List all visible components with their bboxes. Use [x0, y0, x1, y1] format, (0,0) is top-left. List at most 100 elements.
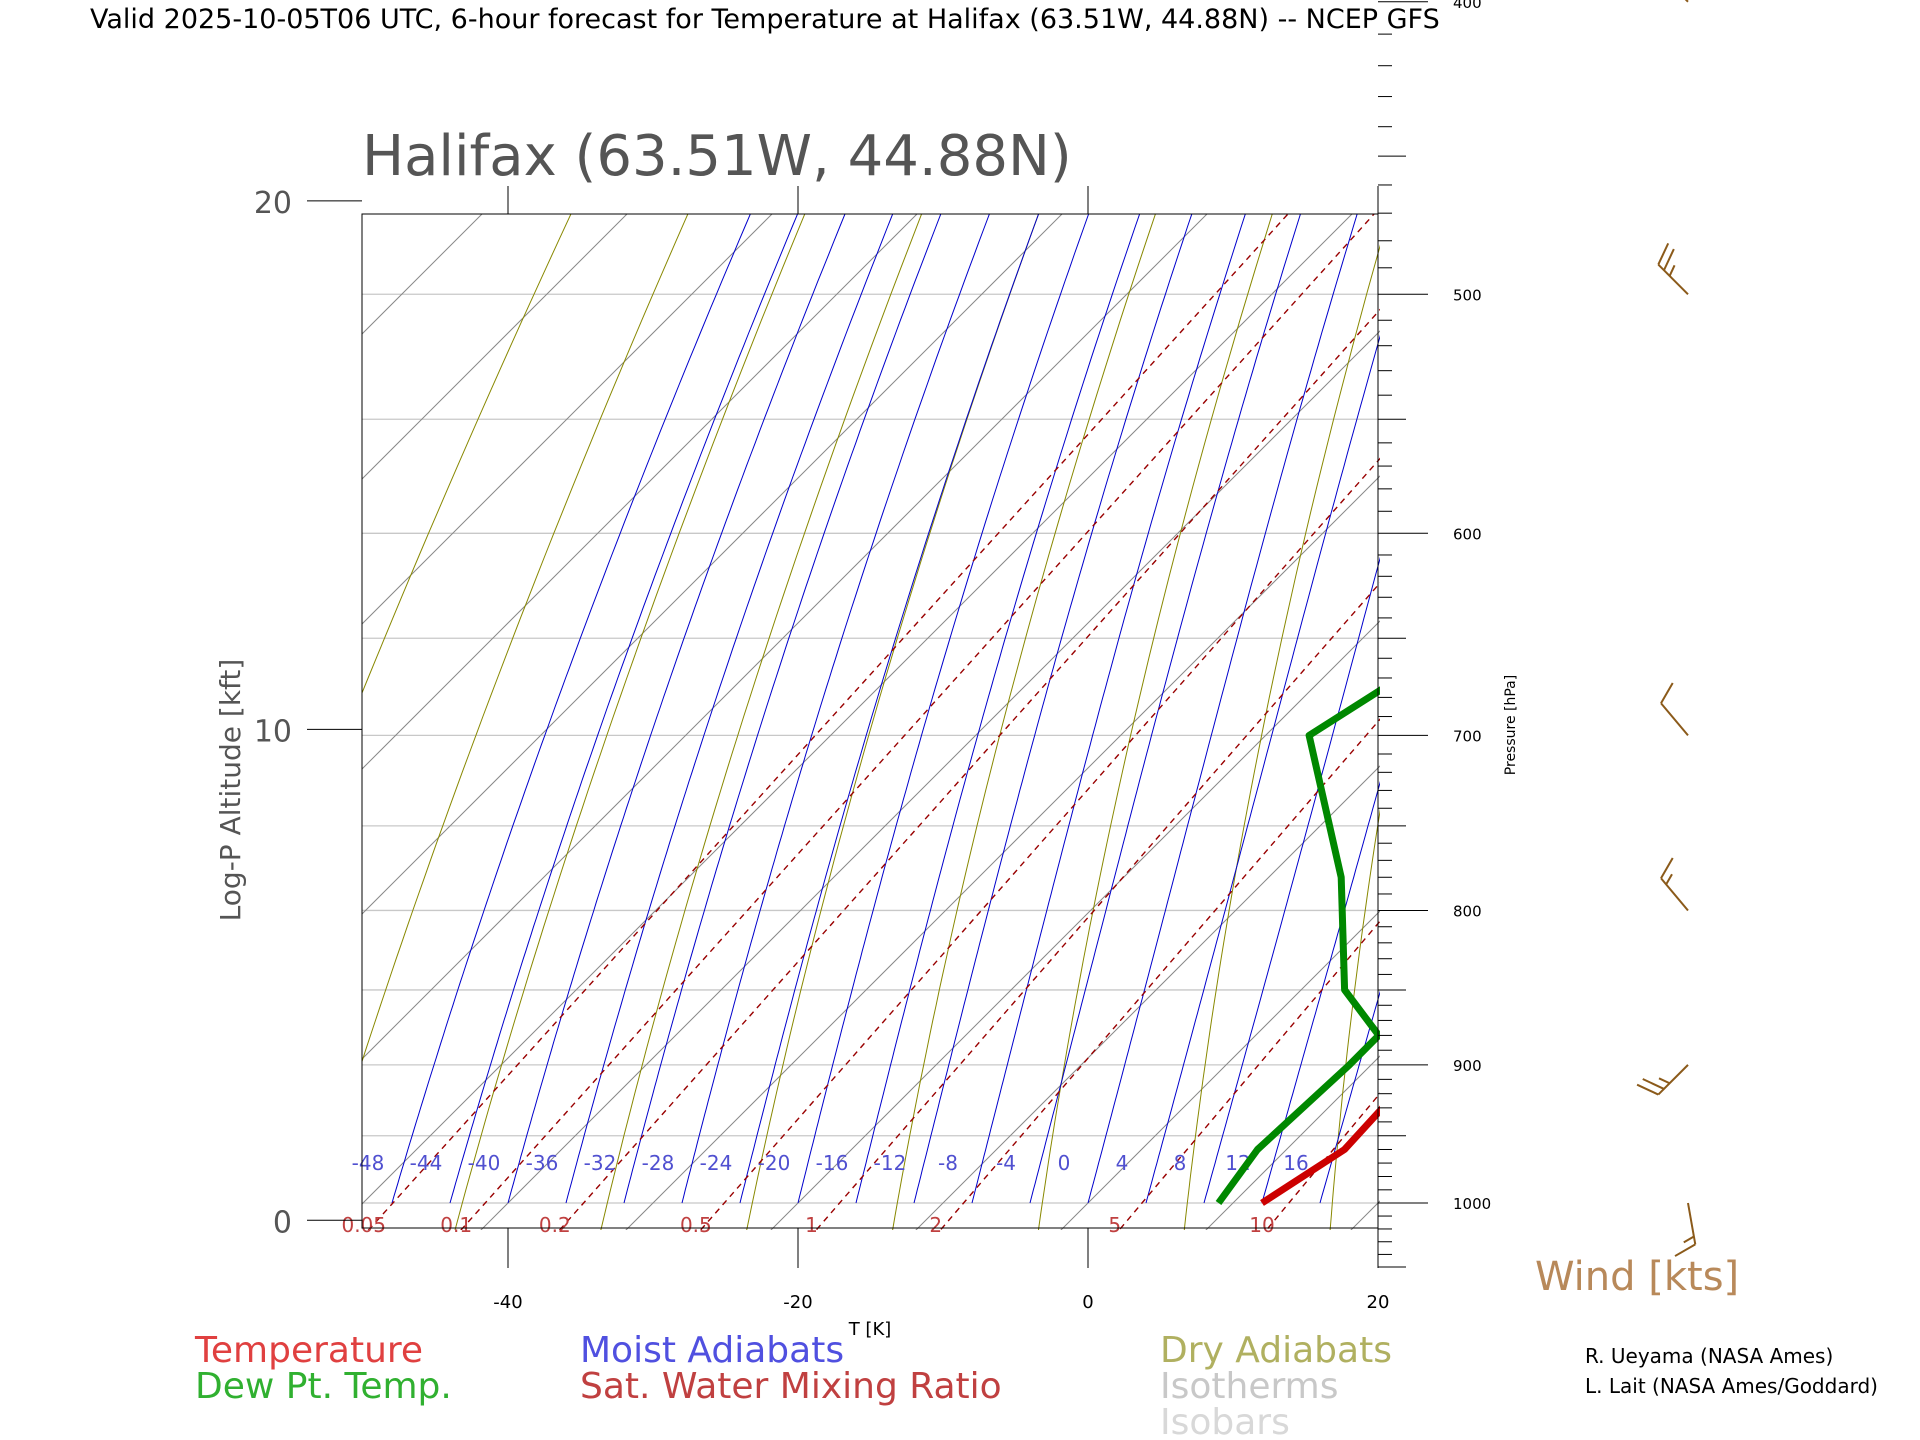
moist-adiabat [449, 214, 799, 1204]
moist-adiabat-label: -20 [758, 1151, 791, 1175]
credit-line-2: L. Lait (NASA Ames/Goddard) [1585, 1374, 1878, 1398]
alt-tick-label: 20 [254, 186, 292, 221]
moist-adiabat [507, 214, 846, 1204]
wind-barb [1636, 1064, 1689, 1096]
barb-full [1660, 682, 1674, 704]
axes: -40-200200102030401000900800700600500400… [254, 0, 1491, 1313]
x-tick-label: 0 [1082, 1292, 1093, 1313]
station-title: Halifax (63.51W, 44.88N) [362, 124, 1072, 189]
dry-adiabat [1908, 0, 1920, 1279]
barb-half [1665, 873, 1673, 885]
mixing-ratio-line [815, 581, 1380, 1230]
wind-barbs [1636, 0, 1697, 1257]
mixing-ratio-label: 0.2 [539, 1213, 571, 1237]
dry-adiabat [1329, 808, 1380, 1230]
pressure-tick-label: 900 [1453, 1057, 1482, 1075]
isotherm-line [362, 214, 1208, 1060]
legend-dry-adiabats: Dry Adiabats [1160, 1330, 1392, 1371]
moist-adiabat [1087, 214, 1358, 1204]
dry-adiabat [454, 214, 806, 1230]
barb-full [1663, 248, 1675, 271]
moist-adiabat-label: 8 [1174, 1151, 1187, 1175]
moist-adiabat-label: -32 [584, 1151, 617, 1175]
barb-full [1657, 242, 1670, 266]
sounding-profiles [1215, 686, 1380, 1206]
moist-adiabat-label: 16 [1283, 1151, 1308, 1175]
moist-adiabat-label: -44 [410, 1151, 443, 1175]
moist-adiabat [971, 214, 1246, 1204]
barb-half [1683, 1235, 1695, 1244]
legend-isobars: Isobars [1160, 1402, 1290, 1440]
mixing-ratio-line [939, 718, 1380, 1230]
wind-barb [1674, 1202, 1697, 1257]
x-tick-label: -40 [493, 1292, 522, 1313]
dry-adiabat [1183, 244, 1380, 1230]
moist-adiabat [1319, 990, 1380, 1204]
mixing-ratio-line [460, 214, 1376, 1230]
moist-adiabat [1145, 334, 1380, 1204]
background-lines [362, 0, 1920, 1279]
moist-adiabat [1203, 556, 1380, 1204]
mixing-ratio-label: 0.1 [440, 1213, 472, 1237]
pressure-axis-label: Pressure [hPa] [1503, 675, 1519, 775]
y-axis-label: Log-P Altitude [kft] [214, 659, 247, 922]
mixing-ratio-line [699, 457, 1380, 1230]
isotherm-line [625, 475, 1380, 1230]
dry-adiabat [362, 214, 572, 695]
mixing-ratio-label: 1 [805, 1213, 818, 1237]
alt-tick-label: 0 [273, 1205, 292, 1240]
moist-adiabat [681, 214, 990, 1204]
moist-adiabat-label: -8 [938, 1151, 958, 1175]
barb-shaft [1660, 877, 1689, 912]
moist-adiabat-label: 0 [1058, 1151, 1071, 1175]
credit-line-1: R. Ueyama (NASA Ames) [1585, 1344, 1833, 1368]
legend-isotherms: Isotherms [1160, 1366, 1338, 1407]
pressure-tick-label: 700 [1453, 727, 1482, 745]
dry-adiabat [1474, 0, 1920, 1279]
mixing-ratio-label: 5 [1108, 1213, 1121, 1237]
moist-adiabat-label: -36 [526, 1151, 559, 1175]
moist-adiabat [797, 214, 1090, 1204]
pressure-tick-label: 800 [1453, 902, 1482, 920]
isotherm-line [770, 620, 1380, 1230]
moist-adiabat [739, 214, 1040, 1204]
moist-adiabat-label: -24 [700, 1151, 733, 1175]
barb-shaft [1684, 0, 1689, 3]
temperature-profile [1260, 1105, 1380, 1206]
barb-full [1636, 1083, 1659, 1096]
mixing-ratio-line [367, 214, 1289, 1230]
barb-shaft [1660, 702, 1689, 737]
wind-barb [1657, 242, 1689, 295]
moist-adiabat-label: -16 [816, 1151, 849, 1175]
inplot-labels: -48 -44 -40 -36 -32 -28 -24 -20 -16 -12 -8 -4 0 4 8 12 1… [341, 1151, 1308, 1237]
moist-adiabat [565, 214, 894, 1204]
moist-adiabat [623, 214, 942, 1204]
mixing-ratio-line [1384, 0, 1920, 1279]
x-tick-label: 20 [1367, 1292, 1390, 1313]
mixing-ratio-label: 0.5 [680, 1213, 712, 1237]
dry-adiabat [1037, 214, 1273, 1230]
mixing-ratio-label: 0.05 [341, 1213, 386, 1237]
barb-half [1658, 1077, 1671, 1085]
legend-mixing-ratio: Sat. Water Mixing Ratio [580, 1366, 1002, 1407]
mixing-ratio-label: 2 [929, 1213, 942, 1237]
dry-adiabat [1767, 0, 1920, 1279]
wind-barb [1684, 0, 1689, 3]
pressure-tick-label: 400 [1453, 0, 1482, 12]
legend-temperature: Temperature [194, 1330, 423, 1371]
alt-tick-label: 10 [254, 714, 292, 749]
moist-adiabat-label: -4 [996, 1151, 1016, 1175]
legend-moist-adiabats: Moist Adiabats [580, 1330, 844, 1371]
dry-adiabat [600, 214, 923, 1230]
moist-adiabat-label: -28 [642, 1151, 675, 1175]
moist-adiabat-label: -12 [874, 1151, 907, 1175]
isotherm-line [1459, 0, 1920, 1267]
x-axis-label: T [K] [848, 1319, 892, 1340]
moist-adiabat [855, 214, 1141, 1204]
barb-full [1642, 1078, 1665, 1090]
moist-adiabat-label: 4 [1116, 1151, 1129, 1175]
moist-adiabat [1029, 214, 1301, 1204]
pressure-tick-label: 1000 [1453, 1195, 1491, 1213]
mixing-ratio-label: 10 [1249, 1213, 1274, 1237]
